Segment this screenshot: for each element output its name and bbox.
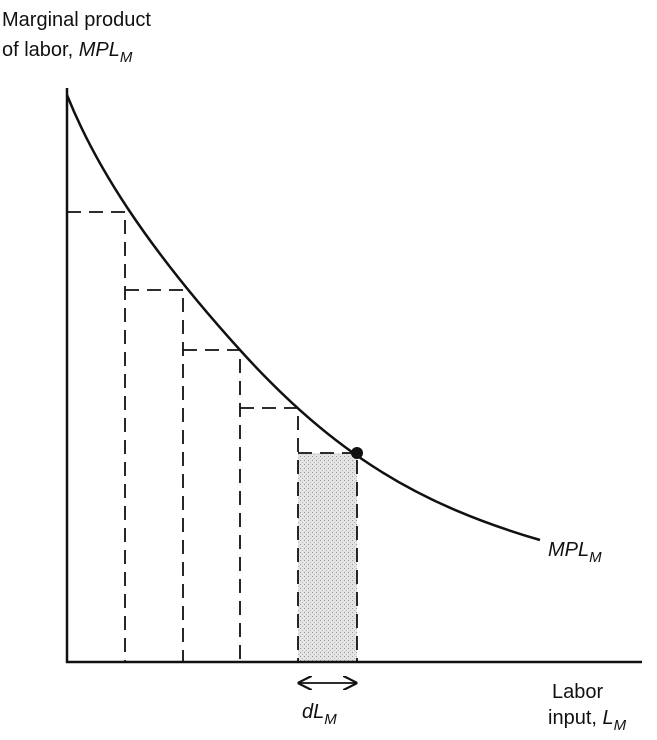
y-axis-label-line1: Marginal product — [2, 9, 151, 31]
label-subscript: M — [589, 549, 602, 566]
interval-label: dLM — [302, 701, 337, 728]
label-subscript: M — [614, 717, 627, 734]
mpl-curve — [65, 94, 541, 542]
x-axis-label-line1: Labor — [552, 681, 603, 703]
y-axis-label-line2: of labor, MPLM — [2, 39, 133, 66]
curve-label: MPLM — [548, 539, 602, 566]
label-subscript: M — [324, 711, 337, 728]
label-symbol: MPL — [548, 539, 589, 561]
label-symbol: dL — [302, 701, 324, 723]
label-symbol: L — [602, 707, 613, 729]
label-subscript: M — [120, 49, 133, 66]
x-axis-label-line2: input, LM — [548, 707, 627, 734]
label-symbol: MPL — [79, 39, 120, 61]
shaded-area — [298, 453, 357, 662]
label-text: input, — [548, 707, 602, 729]
label-text: of labor, — [2, 39, 79, 61]
point — [351, 447, 363, 459]
